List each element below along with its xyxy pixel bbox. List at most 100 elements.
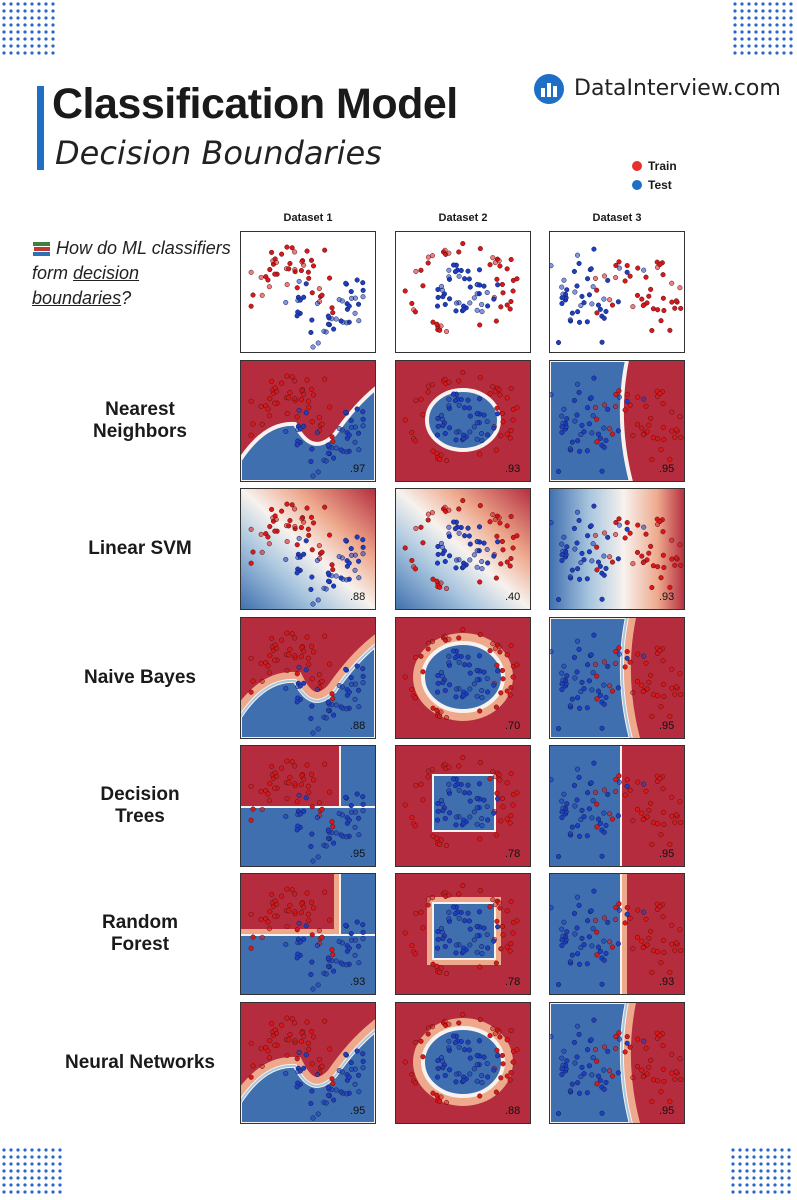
sample-point	[339, 812, 345, 818]
sample-point	[329, 1076, 335, 1082]
sample-point	[409, 429, 415, 436]
sample-point	[438, 283, 445, 289]
sample-point	[308, 899, 315, 905]
sample-point	[283, 1070, 289, 1077]
sample-point	[507, 306, 513, 312]
sample-point	[555, 340, 562, 346]
sample-point	[283, 941, 289, 948]
sample-point	[309, 290, 315, 296]
sample-point	[490, 1026, 496, 1032]
panel-border	[395, 1002, 531, 1124]
sample-point	[456, 659, 462, 665]
legend-item: Train	[632, 159, 677, 173]
sample-point	[289, 631, 295, 637]
sample-point	[420, 797, 426, 803]
deco-dot	[780, 1183, 784, 1187]
decision-band	[240, 643, 376, 739]
sample-point	[495, 1053, 501, 1059]
sample-point	[559, 413, 565, 419]
sample-point	[498, 304, 504, 310]
sample-point	[495, 539, 501, 545]
decision-region	[395, 488, 531, 610]
sample-point	[493, 575, 499, 581]
sample-point	[319, 292, 325, 298]
deco-dot	[745, 1148, 749, 1152]
sample-point	[576, 389, 582, 396]
deco-dot	[51, 1162, 55, 1166]
panel-border	[240, 360, 376, 482]
deco-dot	[740, 16, 744, 20]
deco-dot	[2, 1190, 6, 1194]
sample-point	[595, 431, 602, 437]
deco-dot	[30, 44, 34, 48]
sample-point	[500, 419, 506, 425]
sample-point	[273, 1030, 279, 1037]
sample-point	[456, 763, 462, 769]
sample-point	[603, 1079, 609, 1086]
sample-point	[453, 300, 460, 306]
sample-point	[248, 432, 254, 438]
sample-point	[314, 686, 320, 693]
sample-point	[594, 824, 600, 830]
sample-point	[616, 907, 622, 913]
sample-point	[325, 827, 331, 833]
sample-point	[354, 534, 360, 540]
sample-point	[437, 327, 443, 333]
sample-point	[435, 1065, 441, 1071]
sample-point	[616, 522, 622, 528]
sample-point	[435, 294, 441, 300]
sample-point	[549, 1034, 554, 1040]
sample-point	[555, 597, 562, 603]
sample-point	[585, 533, 591, 539]
sample-point	[430, 705, 436, 711]
sample-point	[667, 841, 673, 847]
sample-point	[504, 816, 510, 822]
sample-point	[591, 1017, 597, 1023]
sample-point	[451, 519, 457, 525]
sample-point	[477, 451, 483, 457]
sample-point	[474, 924, 480, 930]
sample-point	[561, 919, 567, 925]
sample-point	[435, 415, 441, 422]
deco-dot	[731, 1169, 735, 1173]
sample-point	[601, 787, 608, 793]
sample-point	[440, 680, 446, 686]
sample-point	[310, 986, 316, 992]
sample-point	[360, 666, 366, 672]
sample-point	[575, 309, 581, 315]
deco-dot	[44, 30, 48, 34]
deco-dot	[51, 51, 55, 55]
sample-point	[549, 520, 554, 526]
sample-point	[646, 935, 652, 941]
sample-point	[607, 297, 613, 303]
sample-point	[591, 632, 597, 638]
sample-point	[446, 660, 452, 666]
sample-point	[476, 524, 483, 530]
sample-point	[584, 961, 590, 967]
deco-dot	[9, 51, 13, 55]
sample-point	[316, 1057, 322, 1063]
sample-point	[581, 429, 587, 435]
sample-point	[294, 414, 300, 420]
deco-dot	[745, 1190, 749, 1194]
sample-point	[308, 386, 315, 392]
sample-point	[559, 814, 565, 821]
sample-point	[635, 522, 641, 528]
score: .95	[659, 463, 674, 475]
sample-point	[567, 446, 573, 452]
sample-point	[287, 1031, 293, 1038]
sample-point	[616, 779, 622, 785]
sample-point	[327, 789, 333, 795]
sample-point	[590, 670, 596, 676]
sample-point	[325, 835, 332, 841]
sample-point	[576, 961, 583, 967]
sample-point	[479, 430, 485, 437]
sample-point	[322, 761, 328, 767]
sample-point	[310, 344, 316, 350]
sample-point	[474, 821, 480, 827]
sample-point	[508, 898, 514, 905]
sample-point	[559, 552, 565, 558]
sample-point	[453, 437, 459, 443]
deco-dot	[733, 51, 737, 55]
sample-point	[484, 546, 490, 553]
